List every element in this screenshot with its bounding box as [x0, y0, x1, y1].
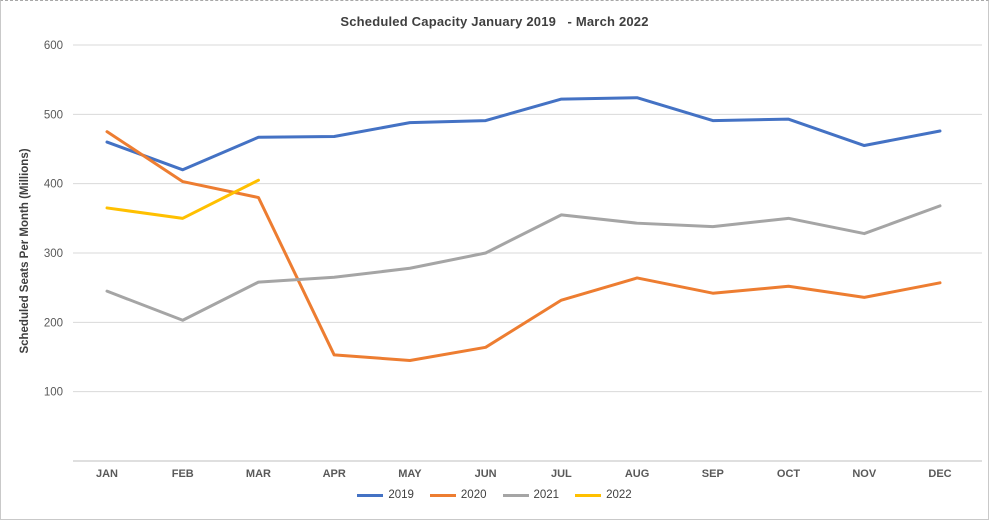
legend-label-2022: 2022: [606, 489, 632, 501]
x-tick-label-sep: SEP: [702, 468, 724, 480]
legend-line-swatch-2020: [429, 493, 456, 497]
x-tick-label-apr: APR: [323, 468, 346, 480]
chart-title: Scheduled Capacity January 2019 - March …: [340, 14, 649, 29]
x-tick-label-nov: NOV: [852, 468, 877, 480]
x-tick-label-jul: JUL: [551, 468, 572, 480]
x-tick-label-oct: OCT: [777, 468, 801, 480]
y-tick-label-400: 400: [44, 179, 63, 191]
y-tick-label-600: 600: [44, 40, 63, 52]
x-tick-label-may: MAY: [398, 468, 422, 480]
x-tick-label-jan: JAN: [96, 468, 118, 480]
y-tick-label-200: 200: [44, 317, 63, 329]
series-line-2022: [105, 178, 260, 220]
legend-line-swatch-2019: [357, 493, 384, 497]
legend-label-2021: 2021: [533, 489, 560, 501]
legend-entry-2019: 2019: [357, 489, 414, 501]
x-tick-label-aug: AUG: [625, 468, 649, 480]
y-tick-label-300: 300: [44, 248, 63, 260]
legend-line-swatch-2021: [502, 493, 529, 497]
chart-legend: 2019 2020 2021 2022: [1, 489, 988, 501]
legend-line-swatch-2022: [575, 493, 602, 497]
x-tick-label-mar: MAR: [246, 468, 271, 480]
legend-entry-2021: 2021: [502, 489, 560, 501]
legend-label-2019: 2019: [388, 489, 414, 501]
x-tick-label-dec: DEC: [928, 468, 951, 480]
x-tick-label-feb: FEB: [172, 468, 194, 480]
x-tick-label-jun: JUN: [475, 468, 497, 480]
legend-entry-2020: 2020: [429, 489, 487, 501]
series-line-2021: [105, 204, 942, 322]
y-tick-label-100: 100: [44, 387, 63, 399]
series-line-2019: [105, 96, 942, 172]
legend-entry-2022: 2022: [575, 489, 632, 501]
y-tick-label-500: 500: [44, 109, 63, 121]
series-line-2020: [105, 130, 942, 362]
legend-label-2020: 2020: [460, 489, 487, 501]
